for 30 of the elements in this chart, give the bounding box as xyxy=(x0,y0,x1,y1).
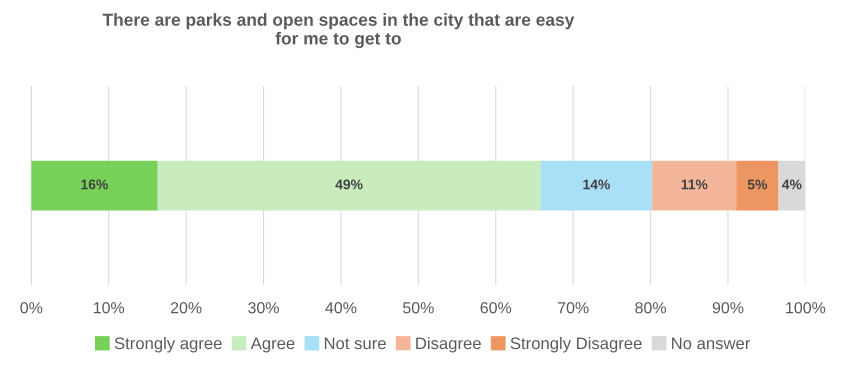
x-tick-label: 20% xyxy=(170,302,202,314)
x-tick-label: 10% xyxy=(94,302,124,314)
legend-label: Agree xyxy=(250,338,294,352)
legend-label: Not sure xyxy=(324,338,386,350)
bar xyxy=(778,160,806,210)
data-label: 4% xyxy=(782,180,802,190)
x-tick-label: 90% xyxy=(712,302,744,314)
chart-title: There are parks and open spaces in the city that are easy for me to get to xyxy=(102,13,574,48)
x-tick-label: 40% xyxy=(325,302,356,314)
x-tick-label: 60% xyxy=(480,302,512,314)
bar xyxy=(540,160,652,210)
legend-label: No answer xyxy=(672,338,750,350)
data-label: 16% xyxy=(81,180,108,190)
x-tick-label: 30% xyxy=(248,302,279,314)
data-label: 5% xyxy=(748,180,768,190)
bar xyxy=(736,160,778,210)
x-tick-label: 80% xyxy=(635,302,666,314)
data-label: 14% xyxy=(583,180,610,190)
x-tick-label: 0% xyxy=(20,302,42,314)
x-tick-label: 50% xyxy=(403,302,434,314)
legend-label: Strongly Disagree xyxy=(510,336,642,352)
legend-label: Strongly agree xyxy=(114,336,222,352)
bar xyxy=(157,160,541,210)
bar xyxy=(31,160,158,210)
legend-label: Disagree xyxy=(416,336,481,352)
bar xyxy=(652,160,736,210)
x-tick-label: 100% xyxy=(786,302,826,314)
x-tick-label: 70% xyxy=(558,302,589,314)
data-label: 11% xyxy=(682,180,708,190)
data-label: 49% xyxy=(335,180,363,190)
